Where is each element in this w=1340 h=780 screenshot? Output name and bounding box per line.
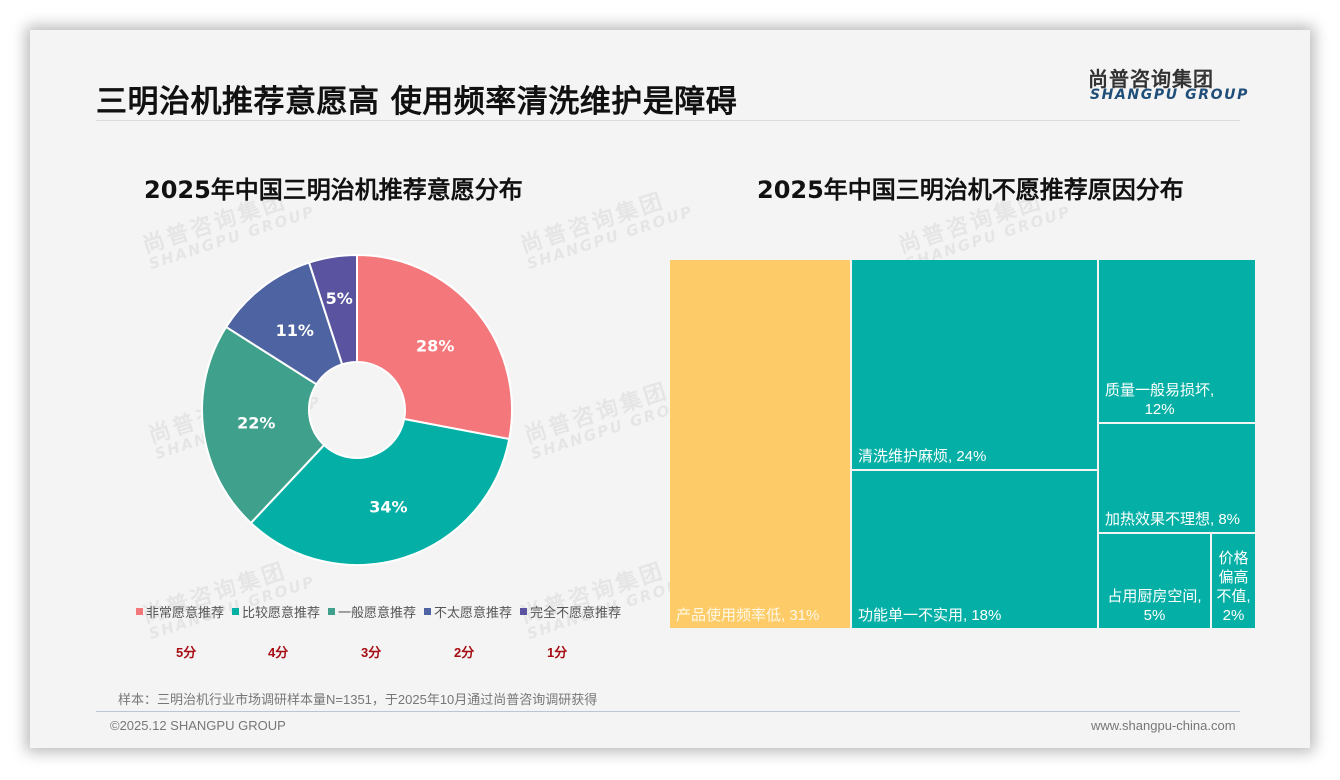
score-label: 3分 (361, 645, 382, 660)
pie-slice-label: 5% (326, 289, 353, 308)
score-label: 1分 (547, 645, 568, 660)
legend-item: 比较愿意推荐 (232, 602, 320, 621)
treemap-chart: 产品使用频率低, 31% 清洗维护麻烦, 24% 功能单一不实用, 18% 质量… (670, 260, 1255, 628)
page-title: 三明治机推荐意愿高 使用频率清洗维护是障碍 (96, 84, 738, 120)
logo-english: SHANGPU GROUP (1090, 87, 1249, 103)
pie-slice (201, 325, 326, 525)
website-link[interactable]: www.shangpu-china.com (1091, 718, 1236, 733)
score-label: 5分 (176, 645, 197, 660)
treemap-cell: 价格 偏高 不值, 2% (1212, 534, 1255, 628)
pie-slice-label: 11% (276, 321, 314, 340)
legend-swatch (136, 608, 143, 615)
treemap-cell: 质量一般易损坏, 12% (1099, 260, 1255, 422)
legend-swatch (328, 608, 336, 615)
title-divider (96, 120, 1240, 121)
treemap-title: 2025年中国三明治机不愿推荐原因分布 (757, 176, 1184, 204)
pie-slice (307, 253, 358, 366)
legend-item: 不太愿意推荐 (424, 602, 512, 621)
slide: 三明治机推荐意愿高 使用频率清洗维护是障碍 尚普咨询集团 SHANGPU GRO… (30, 30, 1310, 748)
score-label: 2分 (454, 645, 475, 660)
treemap-cell: 产品使用频率低, 31% (670, 260, 850, 628)
treemap-cell: 清洗维护麻烦, 24% (852, 260, 1097, 469)
footer-divider (96, 711, 1240, 712)
pie-slice-label: 22% (237, 414, 275, 433)
logo-chinese: 尚普咨询集团 (1088, 67, 1214, 91)
pie-legend: 非常愿意推荐 比较愿意推荐 一般愿意推荐 不太愿意推荐 完全不愿意推荐 (136, 602, 621, 621)
treemap-cell: 功能单一不实用, 18% (852, 471, 1097, 628)
legend-swatch (424, 608, 432, 615)
legend-item: 非常愿意推荐 (136, 602, 224, 621)
legend-swatch (232, 608, 240, 615)
treemap-cell: 加热效果不理想, 8% (1099, 424, 1255, 532)
pie-slice-label: 34% (369, 498, 407, 517)
treemap-cell: 占用厨房空间, 5% (1099, 534, 1210, 628)
pie-chart-title: 2025年中国三明治机推荐意愿分布 (144, 176, 523, 204)
legend-item: 完全不愿意推荐 (520, 602, 621, 621)
legend-swatch (520, 608, 528, 615)
pie-slice-label: 28% (416, 336, 454, 355)
legend-item: 一般愿意推荐 (328, 602, 416, 621)
donut-chart: 28% 34% 22% 11% 5% (201, 253, 513, 566)
copyright: ©2025.12 SHANGPU GROUP (110, 718, 286, 733)
score-label: 4分 (268, 645, 289, 660)
sample-note: 样本：三明治机行业市场调研样本量N=1351，于2025年10月通过尚普咨询调研… (118, 692, 598, 707)
pie-slice (356, 253, 513, 441)
pie-slice (224, 261, 344, 386)
